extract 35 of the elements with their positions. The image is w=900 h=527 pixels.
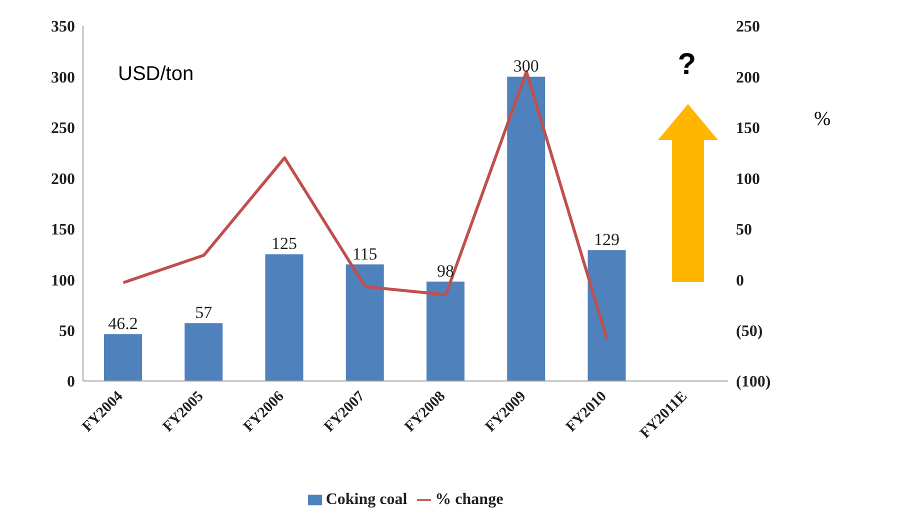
y2-axis-title: %	[814, 108, 831, 131]
y2-tick-label: 0	[736, 272, 744, 290]
annotation: USD/ton	[118, 63, 194, 86]
bar	[184, 323, 223, 381]
data-label: 125	[272, 234, 297, 254]
y2-tick-label: 150	[736, 120, 760, 138]
legend-label: % change	[435, 491, 504, 508]
y2-tick-label: 100	[736, 170, 760, 188]
y2-tick-label: (100)	[736, 374, 771, 391]
legend-label: Coking coal	[326, 491, 408, 508]
y-tick-label: 350	[51, 18, 75, 36]
bar	[104, 334, 142, 381]
y-tick-label: 300	[51, 69, 75, 86]
data-label: 115	[352, 244, 378, 264]
y-tick-label: 250	[51, 120, 75, 138]
data-label: 46.2	[108, 314, 138, 334]
bar	[426, 282, 464, 381]
bar	[265, 254, 304, 381]
y-tick-label: 100	[51, 272, 75, 290]
y2-tick-label: 250	[736, 18, 760, 36]
y-tick-label: 150	[51, 222, 75, 239]
y2-tick-label: (50)	[736, 322, 763, 340]
y2-tick-label: 50	[736, 222, 752, 239]
annotation: ?	[678, 48, 696, 82]
data-label: 129	[594, 230, 620, 250]
bar	[588, 250, 626, 381]
y-tick-label: 200	[51, 170, 75, 188]
bar	[507, 76, 546, 381]
data-label: 300	[513, 56, 539, 76]
y-tick-label: 50	[59, 322, 75, 340]
y2-tick-label: 200	[736, 69, 760, 86]
y-tick-label: 0	[67, 374, 75, 391]
data-label: 98	[437, 262, 454, 281]
bar	[346, 264, 384, 381]
data-label: 57	[195, 303, 213, 322]
